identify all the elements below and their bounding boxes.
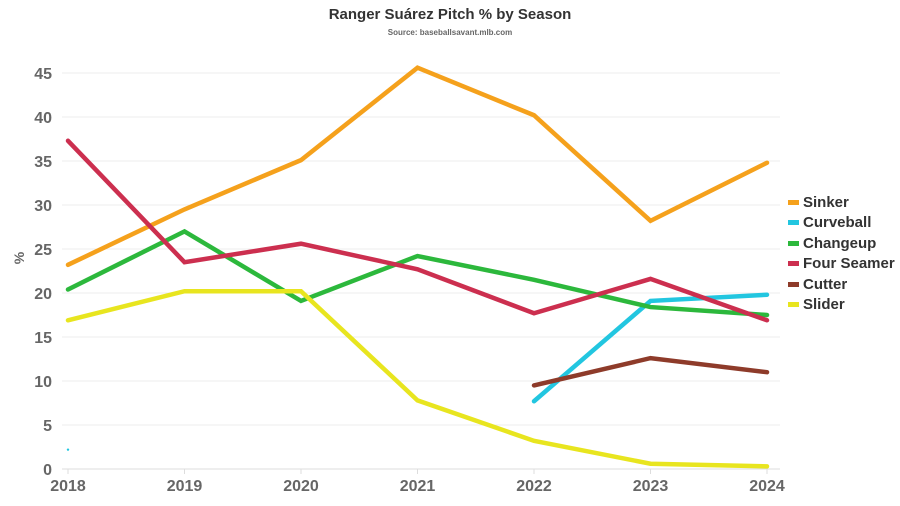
y-tick-label: 40 (34, 110, 52, 127)
series-line-curveball (531, 292, 770, 404)
y-tick-label: 10 (34, 374, 52, 391)
legend: Sinker Curveball Changeup Four Seamer Cutter… (788, 192, 895, 315)
legend-swatch (788, 240, 799, 246)
series-line-sinker (65, 65, 770, 268)
legend-swatch (788, 220, 799, 226)
legend-label: Sinker (803, 193, 849, 211)
x-tick-label: 2024 (749, 478, 785, 495)
y-tick-label: 20 (34, 286, 52, 303)
legend-item-slider: Slider (788, 295, 895, 316)
legend-label: Changeup (803, 234, 877, 252)
x-tick-label: 2023 (633, 478, 669, 495)
series-line-slider (65, 288, 770, 469)
legend-item-curveball: Curveball (788, 213, 895, 234)
series-line-changeup (65, 228, 770, 318)
y-axis-label: % (11, 251, 27, 264)
legend-item-cutter: Cutter (788, 274, 895, 295)
x-tick-label: 2019 (167, 478, 203, 495)
legend-item-changeup: Changeup (788, 233, 895, 254)
y-tick-label: 25 (34, 242, 52, 259)
legend-item-four-seamer: Four Seamer (788, 254, 895, 275)
y-tick-label: 30 (34, 198, 52, 215)
legend-swatch (788, 302, 799, 308)
x-tick-label: 2020 (283, 478, 319, 495)
chart-title: Ranger Suárez Pitch % by Season (328, 6, 572, 23)
x-tick-label: 2021 (400, 478, 436, 495)
chart-subtitle: Source: baseballsavant.mlb.com (387, 28, 513, 37)
y-tick-label: 45 (34, 66, 52, 83)
legend-swatch (788, 261, 799, 267)
series-line-four-seamer (65, 138, 770, 323)
series-line-cutter (531, 355, 770, 388)
x-tick-label: 2018 (50, 478, 86, 495)
y-tick-label: 5 (43, 418, 52, 435)
y-tick-label: 0 (43, 462, 52, 479)
legend-item-sinker: Sinker (788, 192, 895, 213)
legend-swatch (788, 199, 799, 205)
y-tick-label: 35 (34, 154, 52, 171)
legend-swatch (788, 281, 799, 287)
x-tick-label: 2022 (516, 478, 552, 495)
y-tick-label: 15 (34, 330, 52, 347)
legend-label: Slider (803, 296, 845, 314)
legend-label: Four Seamer (803, 255, 895, 273)
series-point-curveball (66, 448, 70, 451)
legend-label: Cutter (803, 275, 848, 293)
legend-label: Curveball (803, 214, 872, 232)
